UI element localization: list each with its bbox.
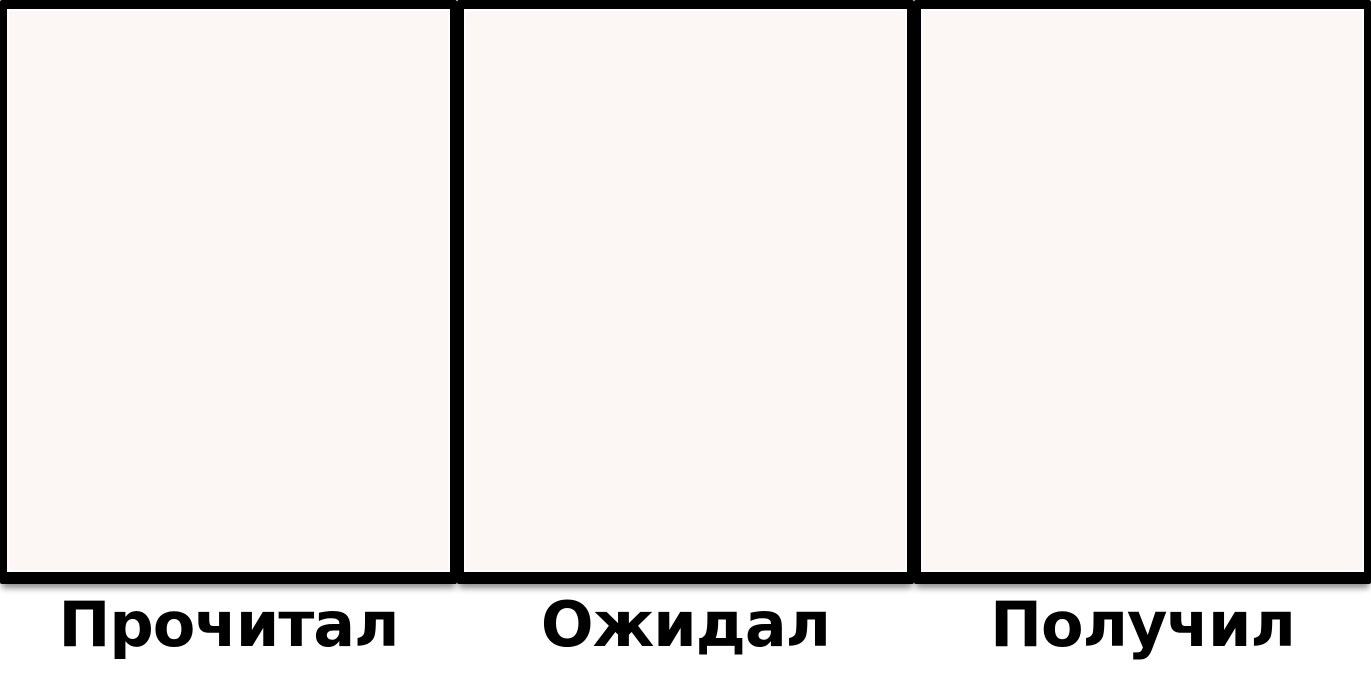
panel-received <box>914 0 1371 584</box>
panel-read <box>0 0 457 584</box>
panels-row <box>0 0 1371 584</box>
panel-label-received: Получил <box>990 588 1296 661</box>
labels-row: Прочитал Ожидал Получил <box>0 584 1371 675</box>
panel-label-expected: Ожидал <box>540 588 831 661</box>
panel-label-read: Прочитал <box>58 588 399 661</box>
panel-expected <box>457 0 914 584</box>
